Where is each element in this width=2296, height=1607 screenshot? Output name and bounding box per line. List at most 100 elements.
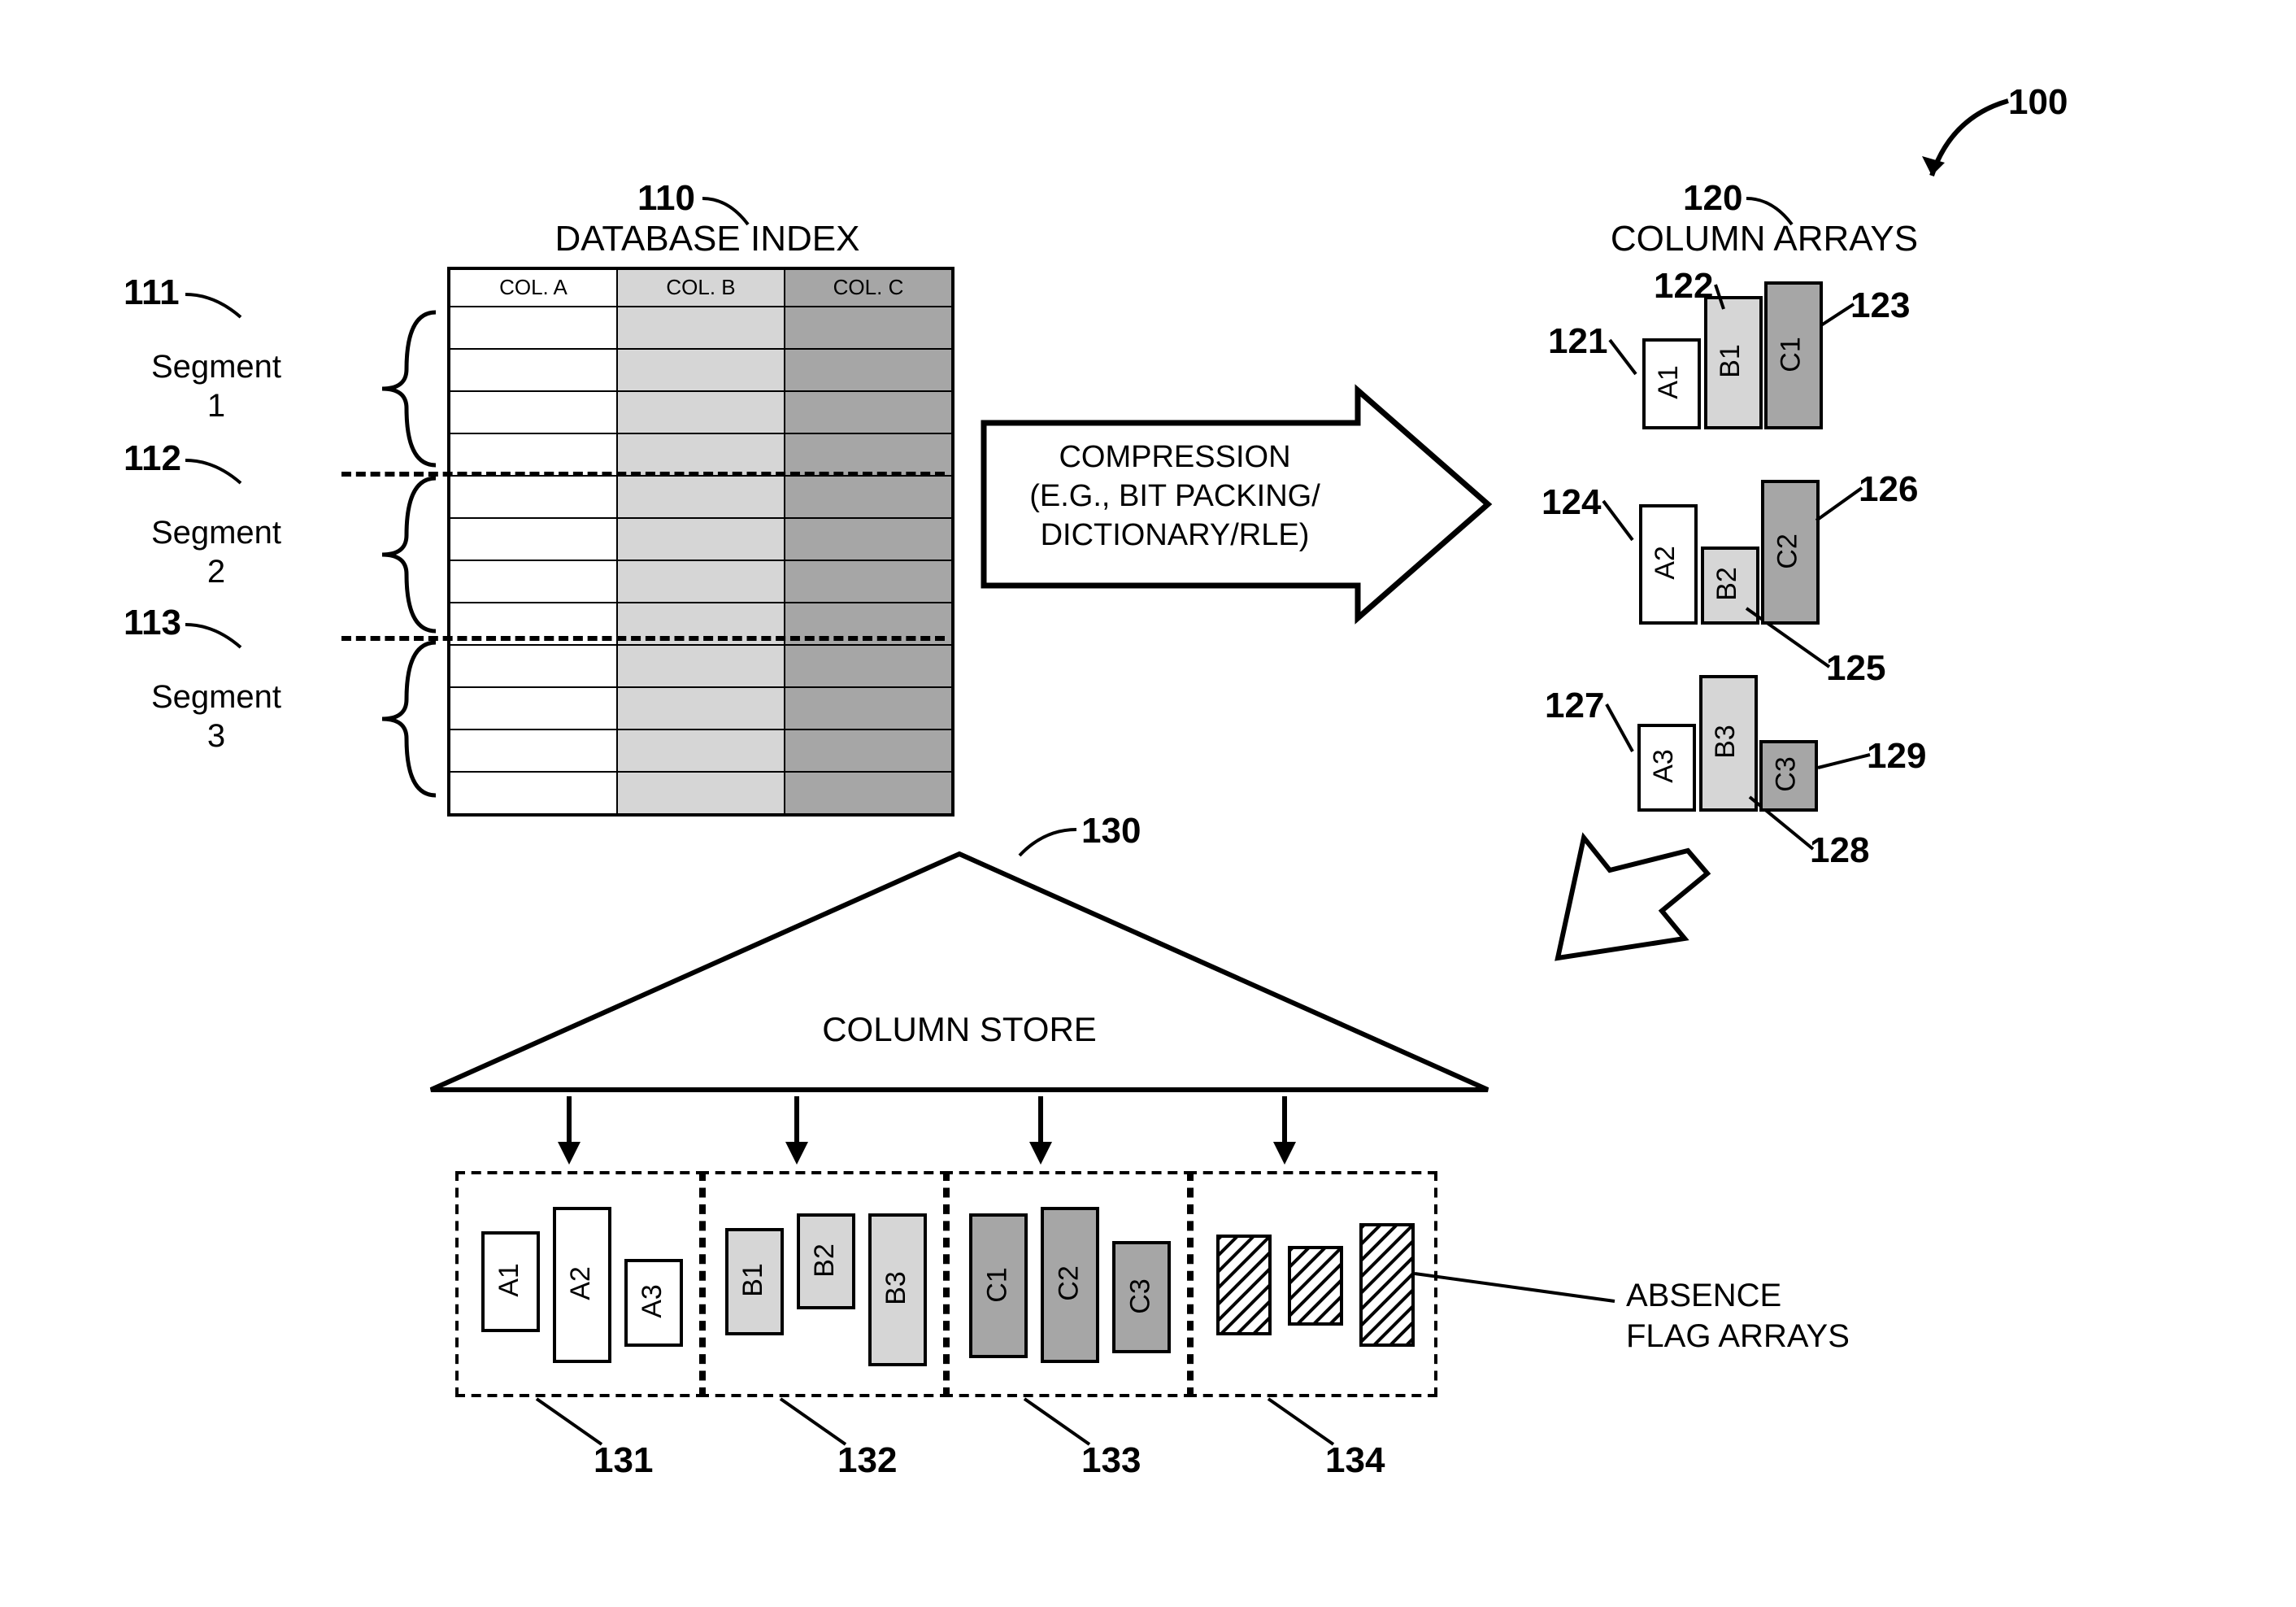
absence-line1: ABSENCE [1626,1277,1850,1317]
segment-label: Segment3 [127,678,306,756]
compression-text: COMPRESSION (E.G., BIT PACKING/ DICTIONA… [984,439,1366,555]
store-bar-label: A1 [494,1263,526,1297]
ref-column-array: 128 [1810,830,1869,872]
ref-column-array: 127 [1545,685,1604,727]
segment-brace [341,307,439,470]
table-cell [450,433,616,475]
table-cell [616,644,784,686]
table-cell [784,517,951,560]
ref-110: 110 [637,177,695,220]
table-cell [616,560,784,602]
ref-column-array: 126 [1859,468,1918,511]
db-index-title: DATABASE INDEX [463,218,951,260]
table-cell [450,348,616,390]
store-arrow [1272,1096,1298,1165]
table-cell [784,644,951,686]
column-array-label: A1 [1653,365,1685,399]
table-cell [450,729,616,771]
table-cell [616,686,784,729]
store-bar-label: C2 [1054,1266,1086,1301]
store-bar-label: A2 [565,1267,598,1301]
ref-store-box: 132 [837,1439,897,1482]
db-index-table: COL. ACOL. BCOL. C [447,267,954,821]
leader-absence-label [1411,1244,1623,1309]
column-array-label: C3 [1771,756,1803,791]
table-cell [450,517,616,560]
table-cell [450,307,616,348]
ref-column-array: 123 [1850,285,1910,327]
segment-brace [341,473,439,635]
table-cell [616,348,784,390]
store-bar-label: B1 [737,1264,770,1298]
store-arrow [556,1096,582,1165]
table-cell [450,560,616,602]
ref-column-array: 125 [1826,647,1885,690]
column-array-label: B3 [1710,725,1742,759]
ref-column-array: 124 [1542,481,1601,524]
table-cell [616,517,784,560]
table-cell [450,390,616,433]
table-cell [616,433,784,475]
compression-line2: (E.G., BIT PACKING/ [984,478,1366,517]
compression-line1: COMPRESSION [984,439,1366,478]
segment-label: Segment1 [127,348,306,426]
store-bar-label: B3 [881,1270,913,1304]
leader-segment [182,608,250,651]
table-cell [616,771,784,813]
table-cell [784,475,951,517]
ref-store-box: 133 [1081,1439,1141,1482]
store-bar-label: C3 [1125,1278,1158,1313]
arrow-to-store [1528,838,1724,1000]
store-bar-label: A3 [637,1283,669,1317]
table-cell [784,348,951,390]
column-array-label: B2 [1711,567,1744,601]
table-cell [450,686,616,729]
ref-column-array: 129 [1867,735,1926,777]
table-col-header: COL. B [616,270,784,307]
store-bar-label: B2 [809,1243,841,1277]
absence-label: ABSENCE FLAG ARRAYS [1626,1277,1850,1358]
absence-bar [1288,1245,1343,1325]
table-cell [450,644,616,686]
table-cell [616,390,784,433]
table-cell [784,729,951,771]
table-cell [784,771,951,813]
segment-divider [341,636,945,641]
column-store-title: COLUMN STORE [423,1012,1496,1051]
table-col-header: COL. A [450,270,616,307]
absence-bar [1359,1223,1415,1347]
store-bar-label: C1 [982,1266,1015,1301]
ref-column-array: 121 [1548,320,1607,363]
column-array-label: C2 [1772,533,1805,568]
column-array-label: C1 [1776,336,1808,371]
table-cell [784,433,951,475]
ref-absence-box: 134 [1325,1439,1385,1482]
column-array-label: A3 [1648,749,1681,783]
table-cell [450,475,616,517]
ref-store-box: 131 [594,1439,653,1482]
segment-label: Segment2 [127,513,306,591]
leader-segment [182,278,250,320]
ref-segment: 112 [124,437,181,479]
diagram-stage: 100 110 DATABASE INDEX 111 Segment1 112 Seg… [0,0,2296,1607]
store-arrow [1028,1096,1054,1165]
leader-segment [182,443,250,486]
column-array-label: B1 [1715,344,1747,378]
column-arrays-title: COLUMN ARRAYS [1553,218,1976,260]
table-cell [784,307,951,348]
table-cell [784,390,951,433]
table-cell [616,729,784,771]
compression-line3: DICTIONARY/RLE) [984,516,1366,555]
ref-segment: 111 [124,272,180,314]
store-arrow [784,1096,810,1165]
ref-100: 100 [2008,81,2068,124]
column-array-label: A2 [1650,546,1682,580]
ref-segment: 113 [124,602,181,644]
segment-brace [341,638,439,800]
segment-divider [341,471,945,476]
table-cell [616,475,784,517]
table-cell [616,307,784,348]
table-col-header: COL. C [784,270,951,307]
column-store-triangle [423,846,1496,1098]
absence-bar [1216,1235,1272,1335]
